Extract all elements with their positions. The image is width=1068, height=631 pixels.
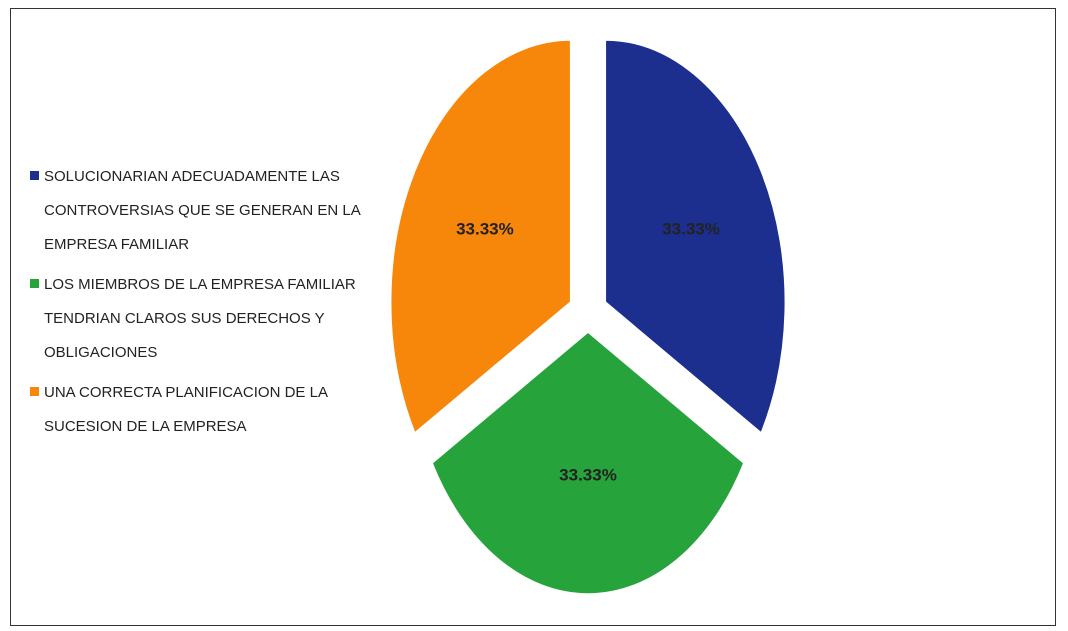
slice-label: 33.33%	[662, 219, 720, 238]
legend-entry: UNA CORRECTA PLANIFICACION DE LA SUCESIO…	[30, 376, 390, 444]
pie-slice	[389, 39, 572, 435]
chart-frame	[10, 8, 1056, 626]
legend: SOLUCIONARIAN ADECUADAMENTE LAS CONTROVE…	[30, 160, 390, 450]
legend-swatch	[30, 171, 39, 180]
slice-label: 33.33%	[456, 219, 514, 238]
slice-label: 33.33%	[559, 466, 617, 485]
legend-swatch	[30, 387, 39, 396]
legend-swatch	[30, 279, 39, 288]
pie-slice	[604, 39, 787, 435]
legend-entry: SOLUCIONARIAN ADECUADAMENTE LAS CONTROVE…	[30, 160, 390, 262]
legend-label: SOLUCIONARIAN ADECUADAMENTE LAS CONTROVE…	[44, 168, 360, 253]
legend-label: LOS MIEMBROS DE LA EMPRESA FAMILIAR TEND…	[44, 276, 356, 361]
legend-entry: LOS MIEMBROS DE LA EMPRESA FAMILIAR TEND…	[30, 268, 390, 370]
legend-label: UNA CORRECTA PLANIFICACION DE LA SUCESIO…	[44, 384, 328, 435]
pie-slice	[431, 331, 745, 595]
